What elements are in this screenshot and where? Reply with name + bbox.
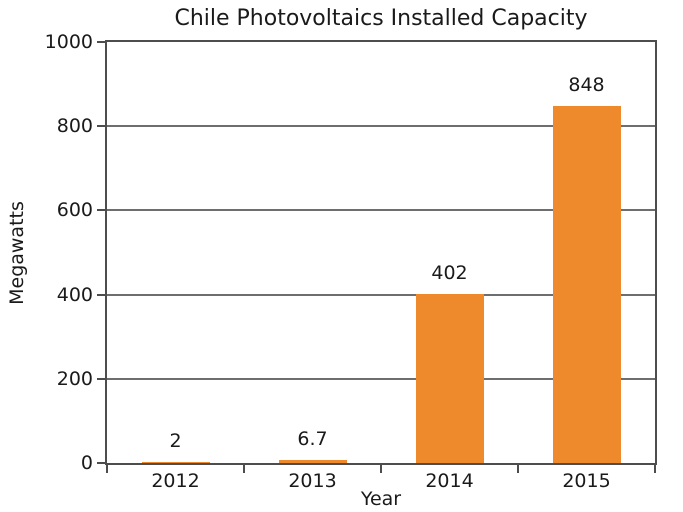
bar-value-label-2013: 6.7: [297, 428, 328, 450]
y-tick-label-600: 600: [56, 199, 93, 222]
y-tick-label-400: 400: [56, 283, 93, 306]
y-tick-label-200: 200: [56, 367, 93, 390]
x-tick-label-2013: 2013: [288, 470, 337, 492]
x-tick-label-2014: 2014: [425, 470, 474, 492]
gridline-800: [107, 125, 655, 128]
bar-2014: [415, 294, 484, 463]
y-tick-label-800: 800: [56, 115, 93, 138]
x-tick-4: [654, 465, 656, 473]
bar-value-label-2015: 848: [568, 74, 605, 96]
y-axis-label-container: Megawatts: [2, 42, 32, 463]
bar-value-label-2012: 2: [169, 430, 182, 452]
x-tick-2: [380, 465, 382, 473]
y-tick-600: [97, 209, 105, 212]
y-tick-400: [97, 293, 105, 296]
x-tick-label-2012: 2012: [151, 470, 200, 492]
y-tick-200: [97, 377, 105, 380]
y-tick-label-1000: 1000: [44, 31, 93, 53]
gridline-600: [107, 209, 655, 212]
gridline-400: [107, 293, 655, 296]
bar-value-label-2014: 402: [431, 262, 468, 284]
y-tick-800: [97, 125, 105, 128]
x-tick-0: [106, 465, 108, 473]
x-tick-label-2015: 2015: [562, 470, 611, 492]
x-tick-1: [243, 465, 245, 473]
y-tick-label-0: 0: [80, 452, 93, 474]
bar-2015: [552, 106, 621, 463]
bar-2012: [141, 462, 210, 463]
y-tick-0: [97, 462, 105, 464]
chart-title: Chile Photovoltaics Installed Capacity: [174, 6, 588, 31]
x-axis-label: Year: [360, 488, 402, 510]
bar-2013: [278, 460, 347, 463]
y-tick-1000: [97, 41, 105, 43]
x-tick-3: [517, 465, 519, 473]
gridline-200: [107, 377, 655, 380]
